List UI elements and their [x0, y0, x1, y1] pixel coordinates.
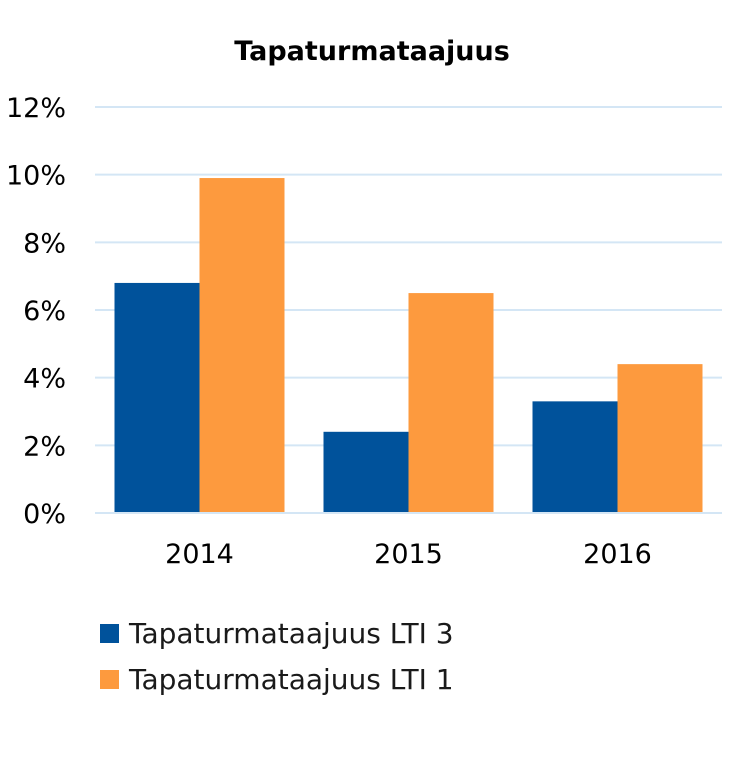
y-tick-label: 0%: [23, 499, 66, 530]
y-tick-label: 10%: [6, 161, 66, 192]
legend: Tapaturmataajuus LTI 3 Tapaturmataajuus …: [100, 610, 454, 702]
y-tick-label: 8%: [23, 228, 66, 259]
y-tick-label: 6%: [23, 296, 66, 327]
legend-label-lti1: Tapaturmataajuus LTI 1: [129, 662, 454, 696]
bar-lti1-2016: [617, 364, 703, 513]
x-tick-label: 2014: [165, 539, 234, 570]
y-tick-label: 4%: [23, 364, 66, 395]
y-tick-label: 12%: [6, 93, 66, 124]
x-axis-ticks: 2014 2015 2016: [165, 539, 652, 570]
chart-title: Tapaturmataajuus: [234, 36, 510, 67]
legend-item-lti1: Tapaturmataajuus LTI 1: [100, 656, 454, 702]
bars: [114, 178, 703, 514]
bar-lti3-2014: [114, 282, 200, 513]
y-tick-label: 2%: [23, 431, 66, 462]
bar-lti1-2015: [408, 293, 494, 513]
bar-lti1-2014: [199, 178, 285, 514]
legend-item-lti3: Tapaturmataajuus LTI 3: [100, 610, 454, 656]
y-axis-ticks: 0% 2% 4% 6% 8% 10% 12%: [6, 93, 66, 530]
legend-swatch-lti1: [100, 669, 119, 689]
chart-area: Tapaturmataajuus 0%2%4%6%8%10%12% 2014 20…: [6, 36, 722, 570]
bar-lti3-2015: [323, 431, 409, 513]
x-tick-label: 2016: [583, 539, 652, 570]
bar-lti3-2016: [532, 401, 618, 513]
legend-swatch-lti3: [100, 623, 119, 643]
legend-label-lti3: Tapaturmataajuus LTI 3: [129, 616, 454, 650]
x-tick-label: 2015: [374, 539, 443, 570]
